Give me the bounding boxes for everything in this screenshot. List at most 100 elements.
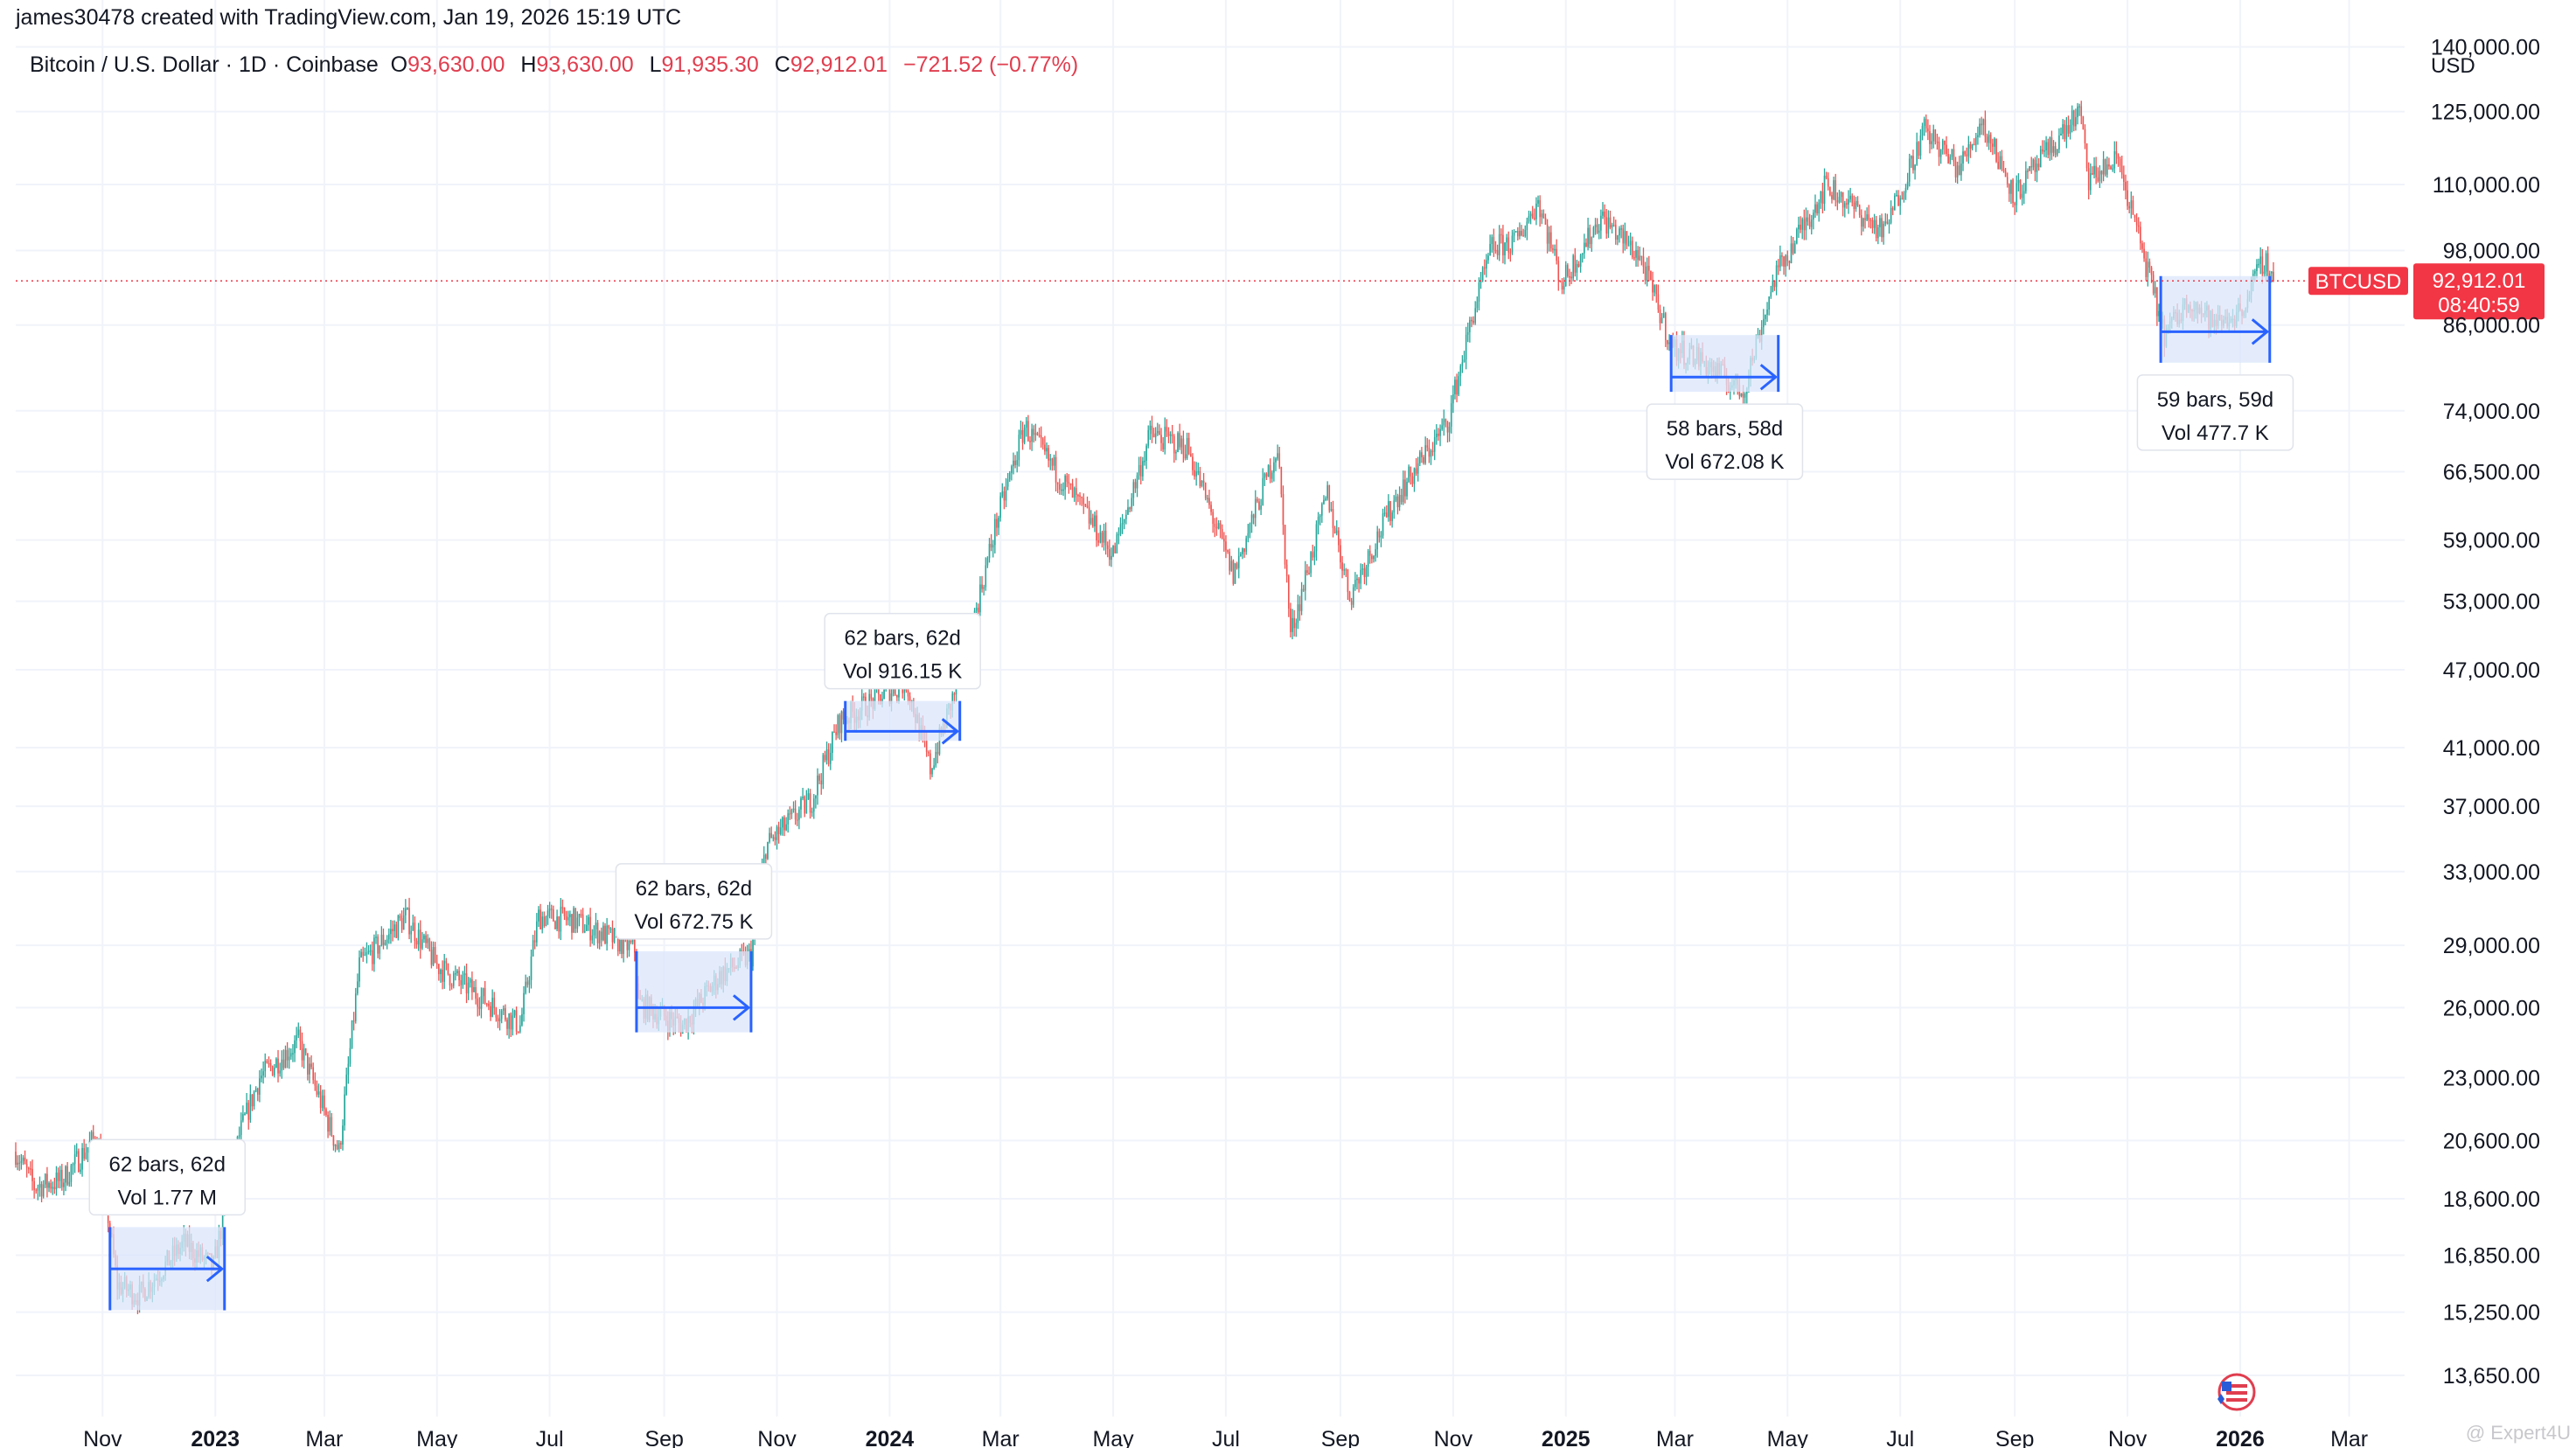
candle-body <box>2140 226 2141 244</box>
candle-body <box>578 914 581 918</box>
x-tick-label: Nov <box>2108 1427 2148 1448</box>
candle-body <box>1801 219 1803 230</box>
candle-body <box>1836 200 1839 203</box>
range-label-bars: 62 bars, 62d <box>636 877 752 901</box>
range-box[interactable] <box>636 950 751 1033</box>
price-tag[interactable] <box>2413 263 2545 320</box>
candle-body <box>1234 563 1236 584</box>
candle-body <box>1814 204 1816 213</box>
candle-body <box>1627 245 1630 247</box>
candle-body <box>1807 217 1809 222</box>
candle-body <box>1883 223 1884 238</box>
candle-body <box>1293 617 1295 629</box>
candle-body <box>1197 470 1200 473</box>
candle-body <box>38 1184 41 1188</box>
candle-body <box>580 914 582 915</box>
range-2[interactable]: 62 bars, 62d Vol 672.75 K <box>615 863 773 1033</box>
x-tick-label: Jul <box>536 1427 564 1448</box>
candle-body <box>2032 159 2035 168</box>
range-4[interactable]: 58 bars, 58d Vol 672.08 K <box>1646 335 1804 480</box>
candle-body <box>992 545 994 548</box>
candle-body <box>1556 248 1557 261</box>
close-key: C <box>774 52 790 77</box>
candle-body <box>2127 190 2128 206</box>
candle-body <box>1182 438 1185 455</box>
symbol-name[interactable]: Bitcoin / U.S. Dollar · 1D · Coinbase <box>30 52 379 77</box>
candle-body <box>1763 318 1765 328</box>
candle-body <box>1581 253 1584 255</box>
symbol-legend[interactable]: Bitcoin / U.S. Dollar · 1D · Coinbase O9… <box>30 52 1078 78</box>
candle-body <box>371 950 373 964</box>
range-3[interactable]: 62 bars, 62d Vol 916.15 K <box>824 612 981 745</box>
candle-body <box>1908 158 1911 182</box>
candle-body <box>1574 255 1577 273</box>
candle-body <box>2072 110 2075 127</box>
range-box[interactable] <box>1671 335 1779 393</box>
symbol-tag[interactable] <box>2308 267 2408 296</box>
candle-body <box>1278 453 1281 467</box>
candle-body <box>498 1019 501 1021</box>
price-axis[interactable]: 140,000.00 125,000.00 110,000.00 98,000.00 8… <box>2431 36 2540 1389</box>
time-axis[interactable]: Nov 2023 Mar May Jul Sep Nov 2024 Mar May Jul Sep No… <box>83 1427 2368 1448</box>
candle-body <box>75 1151 78 1154</box>
candle-body <box>547 910 549 917</box>
range-box[interactable] <box>2161 275 2270 363</box>
candle-body <box>438 964 440 975</box>
candle-body <box>286 1049 289 1061</box>
candle-body <box>366 952 368 955</box>
candle-body <box>1389 501 1391 521</box>
range-1[interactable]: 62 bars, 62d Vol 1.77 M <box>88 1138 247 1311</box>
candle-body <box>1061 489 1062 491</box>
candle-body <box>261 1076 262 1079</box>
candle-body <box>359 957 360 982</box>
x-tick-label: Sep <box>1321 1427 1360 1448</box>
candle-body <box>1559 280 1562 282</box>
candle-body <box>78 1151 80 1173</box>
candle-body <box>2075 116 2077 127</box>
candle-body <box>817 775 818 796</box>
candle-body <box>482 988 484 997</box>
candle-body <box>790 810 793 814</box>
candle-body <box>414 922 416 942</box>
x-tick-label: 2025 <box>1542 1427 1591 1448</box>
candle-body <box>902 686 904 693</box>
currency-label[interactable]: USD <box>2431 54 2475 78</box>
candle-body <box>936 751 939 755</box>
candle-body <box>1363 568 1366 577</box>
range-box[interactable] <box>845 700 960 741</box>
symbol-tag-text: BTCUSD <box>2315 270 2402 294</box>
candle-body <box>832 731 833 754</box>
candle-body <box>445 960 448 964</box>
candle-body <box>512 1015 514 1030</box>
candle-body <box>324 1095 325 1110</box>
y-tick-label: 59,000.00 <box>2443 529 2540 553</box>
candle-body <box>2104 159 2106 175</box>
candle-body <box>613 928 616 943</box>
candle-body <box>1469 319 1471 333</box>
candle-body <box>1569 275 1570 278</box>
candle-body <box>1894 195 1896 211</box>
range-5[interactable]: 59 bars, 59d Vol 477.7 K <box>2136 275 2294 451</box>
candle-body <box>774 837 776 840</box>
candle-body <box>1535 203 1537 219</box>
candle-body <box>569 914 571 918</box>
candle-body <box>812 798 815 812</box>
candle-body <box>1954 161 1957 178</box>
candle-body <box>2025 171 2027 191</box>
candle-body <box>17 1162 18 1165</box>
candle-body <box>1410 466 1412 477</box>
candle-body <box>1121 523 1124 525</box>
candle-body <box>1423 456 1424 463</box>
candle-body <box>877 687 880 695</box>
x-tick-label: Nov <box>83 1427 122 1448</box>
candle-body <box>874 687 876 709</box>
candle-body <box>2130 200 2133 209</box>
candle-body <box>259 1078 261 1095</box>
range-arrow-head <box>2251 318 2270 345</box>
candle-body <box>1537 199 1539 204</box>
candle-body <box>2014 203 2016 205</box>
candle-body <box>1851 195 1854 203</box>
candle-body <box>1633 257 1635 259</box>
candle-body <box>1408 466 1410 483</box>
